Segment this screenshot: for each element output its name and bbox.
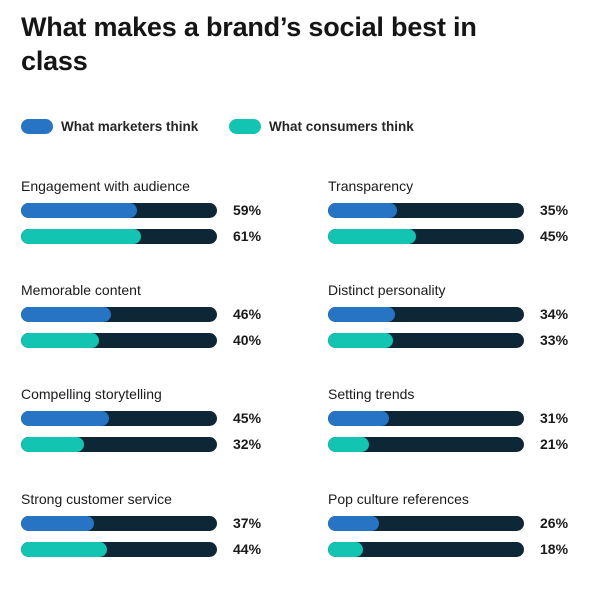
bar-consumers <box>21 229 141 244</box>
legend-swatch-marketers <box>21 118 53 134</box>
category-label: Pop culture references <box>328 491 469 507</box>
legend-label-consumers: What consumers think <box>269 118 414 134</box>
bar-track-marketers <box>21 307 217 322</box>
bar-consumers <box>21 437 84 452</box>
bar-track-consumers <box>328 542 524 557</box>
bar-marketers <box>21 203 137 218</box>
value-label-marketers: 26% <box>540 515 569 531</box>
bar-track-marketers <box>328 307 524 322</box>
category-label: Engagement with audience <box>21 178 190 194</box>
bar-track-consumers <box>328 437 524 452</box>
bar-consumers <box>328 229 416 244</box>
value-label-marketers: 59% <box>233 202 262 218</box>
bar-track-marketers <box>328 203 524 218</box>
legend-swatch-consumers <box>229 118 261 134</box>
bar-consumers <box>21 542 107 557</box>
value-label-consumers: 45% <box>540 228 569 244</box>
value-label-marketers: 31% <box>540 410 569 426</box>
bar-consumers <box>328 437 369 452</box>
bar-track-marketers <box>328 411 524 426</box>
bar-marketers <box>21 516 94 531</box>
value-label-consumers: 21% <box>540 436 569 452</box>
bar-marketers <box>21 307 111 322</box>
bar-marketers <box>328 307 395 322</box>
legend-item-marketers: What marketers think <box>21 117 198 135</box>
bar-marketers <box>328 203 397 218</box>
category-label: Transparency <box>328 178 414 194</box>
bar-track-marketers <box>328 516 524 531</box>
value-label-marketers: 45% <box>233 410 262 426</box>
bar-consumers <box>328 542 363 557</box>
category-label: Distinct personality <box>328 282 446 298</box>
value-label-marketers: 46% <box>233 306 262 322</box>
value-label-marketers: 34% <box>540 306 569 322</box>
bar-track-consumers <box>21 333 217 348</box>
bar-track-marketers <box>21 516 217 531</box>
category-label: Setting trends <box>328 386 415 402</box>
legend-item-consumers: What consumers think <box>229 117 414 135</box>
bar-track-marketers <box>21 411 217 426</box>
value-label-consumers: 44% <box>233 541 262 557</box>
bar-consumers <box>328 333 393 348</box>
value-label-consumers: 33% <box>540 332 569 348</box>
value-label-marketers: 37% <box>233 515 262 531</box>
value-label-consumers: 18% <box>540 541 569 557</box>
category-label: Strong customer service <box>21 491 172 507</box>
category-label: Compelling storytelling <box>21 386 162 402</box>
bar-marketers <box>328 411 389 426</box>
chart-title: What makes a brand’s social best in clas… <box>21 12 477 76</box>
bar-track-consumers <box>21 437 217 452</box>
bar-track-consumers <box>21 229 217 244</box>
legend-label-marketers: What marketers think <box>61 118 199 134</box>
bar-track-consumers <box>328 333 524 348</box>
category-label: Memorable content <box>21 282 141 298</box>
bar-track-marketers <box>21 203 217 218</box>
value-label-marketers: 35% <box>540 202 569 218</box>
bar-marketers <box>328 516 379 531</box>
value-label-consumers: 61% <box>233 228 262 244</box>
bar-consumers <box>21 333 99 348</box>
bar-track-consumers <box>21 542 217 557</box>
bar-marketers <box>21 411 109 426</box>
bar-track-consumers <box>328 229 524 244</box>
value-label-consumers: 32% <box>233 436 262 452</box>
value-label-consumers: 40% <box>233 332 262 348</box>
